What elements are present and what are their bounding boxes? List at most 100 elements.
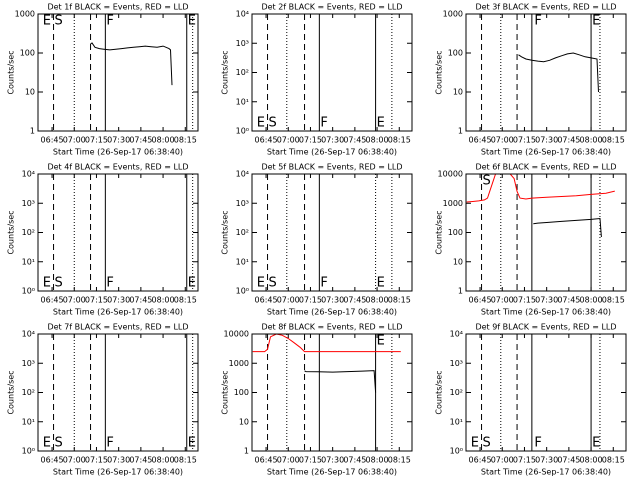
y-tick-label: 10⁴ bbox=[22, 330, 35, 339]
x-tick-label: 07:45 bbox=[343, 296, 366, 305]
y-axis-label: Counts/sec bbox=[221, 370, 230, 414]
event-label: E bbox=[257, 116, 265, 131]
y-tick-label: 10³ bbox=[236, 199, 249, 208]
x-tick-label: 06:45 bbox=[255, 136, 278, 145]
y-tick-label: 10⁰ bbox=[450, 447, 463, 456]
plot-frame bbox=[465, 333, 627, 452]
panel-title: Det 5f BLACK = Events, RED = LLD bbox=[261, 163, 402, 172]
x-tick-label: 07:15 bbox=[513, 296, 536, 305]
event-label: E bbox=[188, 276, 196, 291]
x-tick-label: 08:15 bbox=[388, 456, 411, 465]
y-tick-label: 10⁰ bbox=[22, 287, 35, 296]
event-label: F bbox=[106, 436, 113, 451]
x-tick-label: 08:00 bbox=[152, 136, 175, 145]
x-tick-label: 08:00 bbox=[152, 456, 175, 465]
panel-title: Det 9f BLACK = Events, RED = LLD bbox=[475, 323, 616, 332]
x-tick-label: 06:45 bbox=[469, 136, 492, 145]
event-label: E bbox=[43, 14, 51, 29]
x-tick-label: 08:00 bbox=[366, 296, 389, 305]
y-axis-label: Counts/sec bbox=[221, 50, 230, 94]
x-tick-label: 07:30 bbox=[321, 136, 344, 145]
panel-title: Det 1f BLACK = Events, RED = LLD bbox=[47, 3, 188, 12]
event-label: F bbox=[534, 436, 541, 451]
series-line bbox=[533, 217, 602, 238]
y-axis-label: Counts/sec bbox=[221, 210, 230, 254]
x-tick-label: 08:00 bbox=[580, 456, 603, 465]
x-tick-label: 07:45 bbox=[129, 296, 152, 305]
plot-area bbox=[53, 14, 194, 131]
x-tick-label: 08:00 bbox=[366, 456, 389, 465]
x-tick-label: 07:15 bbox=[85, 136, 108, 145]
panel-title: Det 6f BLACK = Events, RED = LLD bbox=[475, 163, 616, 172]
x-tick-label: 07:30 bbox=[107, 296, 130, 305]
x-tick-label: 08:15 bbox=[602, 296, 625, 305]
y-tick-label: 10¹ bbox=[22, 417, 35, 426]
panel: Det 9f BLACK = Events, RED = LLD Start Ti… bbox=[435, 323, 627, 477]
x-tick-label: 07:45 bbox=[129, 136, 152, 145]
y-tick-label: 1 bbox=[244, 447, 249, 456]
x-tick-label: 07:15 bbox=[513, 456, 536, 465]
panel: Det 3f BLACK = Events, RED = LLD Start Ti… bbox=[435, 3, 627, 157]
y-tick-label: 10³ bbox=[450, 359, 463, 368]
event-label: E bbox=[471, 436, 479, 451]
x-axis-label: Start Time (26-Sep-17 06:38:40) bbox=[267, 308, 397, 317]
series-line bbox=[304, 370, 377, 393]
event-label: E bbox=[592, 14, 600, 29]
y-tick-label: 1 bbox=[458, 287, 463, 296]
event-label: F bbox=[106, 276, 113, 291]
x-tick-label: 08:00 bbox=[366, 136, 389, 145]
series-line bbox=[466, 174, 615, 203]
y-tick-label: 10 bbox=[453, 88, 463, 97]
plot-frame bbox=[37, 333, 199, 452]
event-label: S bbox=[483, 436, 491, 451]
panel: Det 8f BLACK = Events, RED = LLD Start Ti… bbox=[221, 323, 413, 477]
y-tick-label: 10⁴ bbox=[236, 10, 249, 19]
y-tick-label: 10000 bbox=[224, 330, 249, 339]
y-tick-label: 10¹ bbox=[236, 257, 249, 266]
event-label: E bbox=[188, 14, 196, 29]
x-tick-label: 07:00 bbox=[63, 296, 86, 305]
x-tick-label: 07:30 bbox=[107, 456, 130, 465]
y-tick-label: 10² bbox=[236, 68, 249, 77]
y-axis-label: Counts/sec bbox=[435, 210, 444, 254]
plot-area bbox=[481, 334, 601, 451]
x-tick-label: 06:45 bbox=[255, 456, 278, 465]
event-label: F bbox=[320, 116, 327, 131]
y-tick-label: 10 bbox=[25, 88, 35, 97]
plot-area bbox=[267, 14, 393, 131]
y-tick-label: 10² bbox=[236, 228, 249, 237]
panel: Det 5f BLACK = Events, RED = LLD Start Ti… bbox=[221, 163, 413, 317]
plot-frame bbox=[465, 13, 627, 132]
x-axis-label: Start Time (26-Sep-17 06:38:40) bbox=[53, 468, 183, 477]
event-label: E bbox=[43, 436, 51, 451]
x-tick-label: 06:45 bbox=[41, 296, 64, 305]
plot-frame bbox=[465, 173, 627, 292]
x-tick-label: 07:15 bbox=[513, 136, 536, 145]
event-label: S bbox=[269, 116, 277, 131]
x-tick-label: 07:45 bbox=[129, 456, 152, 465]
x-tick-label: 07:15 bbox=[85, 456, 108, 465]
y-axis-label: Counts/sec bbox=[7, 370, 16, 414]
panel-title: Det 8f BLACK = Events, RED = LLD bbox=[261, 323, 402, 332]
event-label: E bbox=[257, 276, 265, 291]
x-tick-label: 06:45 bbox=[469, 456, 492, 465]
y-tick-label: 10² bbox=[450, 388, 463, 397]
x-tick-label: 07:15 bbox=[299, 136, 322, 145]
event-label: S bbox=[269, 276, 277, 291]
x-tick-label: 07:00 bbox=[277, 296, 300, 305]
x-tick-label: 08:15 bbox=[602, 456, 625, 465]
x-axis-label: Start Time (26-Sep-17 06:38:40) bbox=[481, 308, 611, 317]
y-tick-label: 10⁰ bbox=[236, 287, 249, 296]
y-tick-label: 100 bbox=[448, 228, 463, 237]
x-tick-label: 07:45 bbox=[343, 456, 366, 465]
plot-frame bbox=[251, 333, 413, 452]
event-label: E bbox=[377, 116, 385, 131]
x-axis-label: Start Time (26-Sep-17 06:38:40) bbox=[53, 148, 183, 157]
y-axis-label: Counts/sec bbox=[435, 370, 444, 414]
plot-area bbox=[267, 174, 393, 291]
x-tick-label: 07:30 bbox=[535, 456, 558, 465]
panel-title: Det 7f BLACK = Events, RED = LLD bbox=[47, 323, 188, 332]
x-tick-label: 08:15 bbox=[602, 136, 625, 145]
x-tick-label: 07:00 bbox=[63, 136, 86, 145]
